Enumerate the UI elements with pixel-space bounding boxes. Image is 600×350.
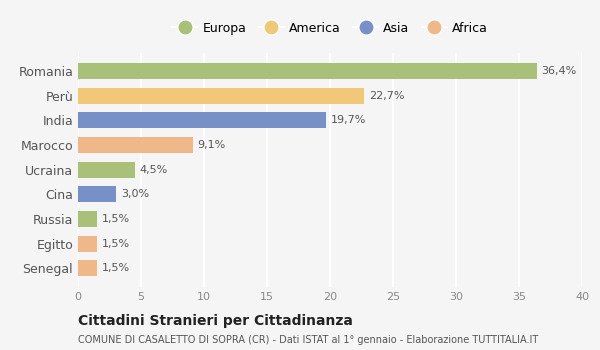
Bar	[78, 236, 97, 252]
Text: COMUNE DI CASALETTO DI SOPRA (CR) - Dati ISTAT al 1° gennaio - Elaborazione TUTT: COMUNE DI CASALETTO DI SOPRA (CR) - Dati…	[78, 335, 538, 345]
Text: 9,1%: 9,1%	[198, 140, 226, 150]
Bar	[78, 112, 326, 128]
Text: 1,5%: 1,5%	[102, 263, 130, 273]
Text: 22,7%: 22,7%	[369, 91, 404, 101]
Text: 1,5%: 1,5%	[102, 239, 130, 249]
Legend: Europa, America, Asia, Africa: Europa, America, Asia, Africa	[167, 16, 493, 40]
Bar	[78, 211, 97, 227]
Text: Cittadini Stranieri per Cittadinanza: Cittadini Stranieri per Cittadinanza	[78, 315, 353, 329]
Bar	[78, 162, 134, 178]
Bar	[78, 137, 193, 153]
Bar	[78, 260, 97, 276]
Text: 19,7%: 19,7%	[331, 116, 367, 125]
Bar	[78, 187, 116, 202]
Text: 36,4%: 36,4%	[542, 66, 577, 76]
Text: 1,5%: 1,5%	[102, 214, 130, 224]
Bar	[78, 63, 536, 79]
Text: 3,0%: 3,0%	[121, 189, 149, 200]
Text: 4,5%: 4,5%	[140, 165, 168, 175]
Bar	[78, 88, 364, 104]
